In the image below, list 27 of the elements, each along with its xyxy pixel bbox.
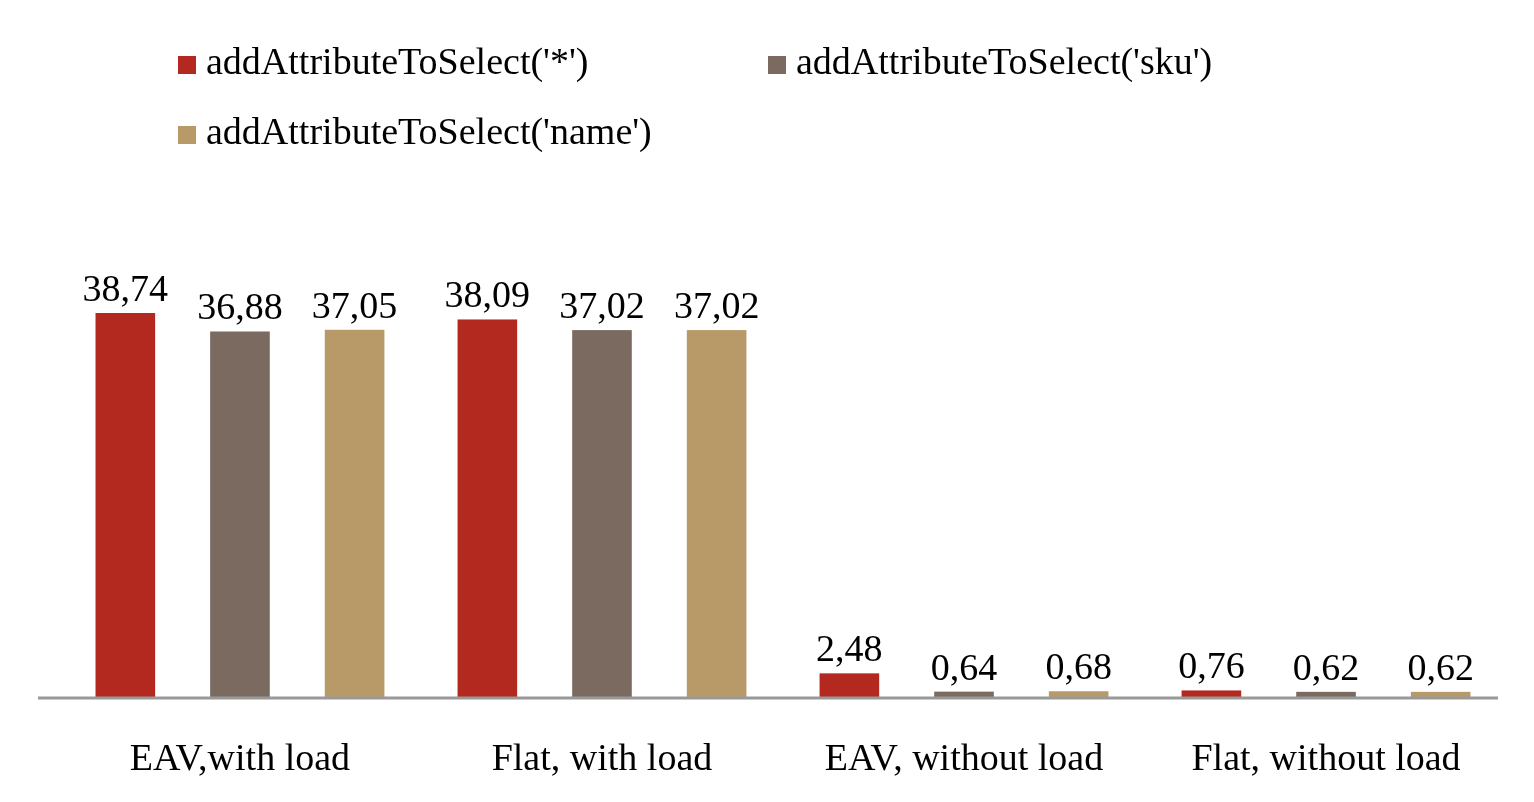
bar <box>210 331 270 698</box>
bar <box>324 329 385 698</box>
data-label: 36,88 <box>197 285 283 328</box>
bar <box>819 673 880 698</box>
bar <box>1181 690 1242 698</box>
data-label: 37,05 <box>311 283 398 326</box>
data-label: 0,64 <box>930 645 998 688</box>
data-label: 0,76 <box>1178 644 1245 687</box>
bar <box>457 319 518 698</box>
bar <box>686 330 747 698</box>
data-label: 0,62 <box>1407 645 1474 688</box>
data-label: 38,74 <box>82 267 169 309</box>
data-label: 0,68 <box>1045 645 1112 688</box>
x-tick-label: EAV, without load <box>824 736 1104 778</box>
data-label: 37,02 <box>673 284 760 327</box>
data-label: 0,62 <box>1292 645 1360 688</box>
data-label: 2,48 <box>816 627 883 670</box>
data-label: 38,09 <box>444 273 531 316</box>
bar <box>95 313 156 698</box>
legend-label: addAttributeToSelect('*') <box>206 40 589 83</box>
x-tick-label: EAV,with load <box>129 736 351 778</box>
legend-label: addAttributeToSelect('name') <box>206 110 652 153</box>
data-label: 37,02 <box>559 284 645 327</box>
bar <box>572 330 632 698</box>
x-tick-label: Flat, without load <box>1191 736 1461 778</box>
x-tick-label: Flat, with load <box>491 736 713 778</box>
legend-label: addAttributeToSelect('sku') <box>796 40 1213 83</box>
